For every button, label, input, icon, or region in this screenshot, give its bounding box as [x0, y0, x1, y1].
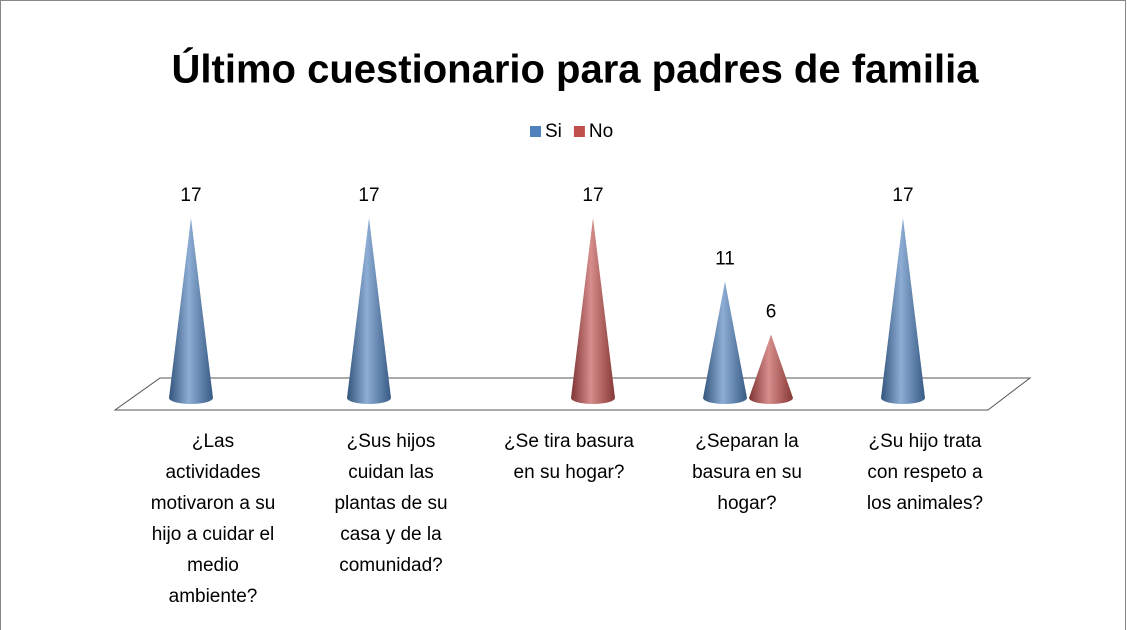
legend-label: No [589, 121, 613, 142]
data-label: 17 [358, 185, 379, 206]
data-label: 6 [766, 301, 777, 322]
data-label: 17 [892, 185, 913, 206]
cone [169, 218, 213, 404]
cone [881, 218, 925, 404]
x-tick-label: ¿Separan la basura en su hogar? [692, 431, 802, 514]
x-tick-label: ¿Su hijo trata con respeto a los animales? [867, 431, 983, 514]
data-label: 11 [715, 249, 735, 270]
cone [703, 281, 747, 404]
chart-title: Último cuestionario para padres de famil… [172, 46, 980, 92]
data-label: 17 [180, 185, 201, 206]
x-tick-label: ¿Las actividades motivaron a su hijo a cuid… [151, 431, 276, 607]
cone [749, 334, 793, 404]
data-label: 17 [582, 185, 603, 206]
x-tick-label: ¿Se tira basura en su hogar? [504, 431, 634, 483]
cone [347, 218, 391, 404]
cone [571, 218, 615, 404]
legend-label: Si [545, 121, 562, 142]
x-tick-label: ¿Sus hijos cuidan las plantas de su casa y … [334, 431, 447, 576]
legend-swatch [530, 126, 541, 137]
legend-swatch [573, 126, 585, 137]
